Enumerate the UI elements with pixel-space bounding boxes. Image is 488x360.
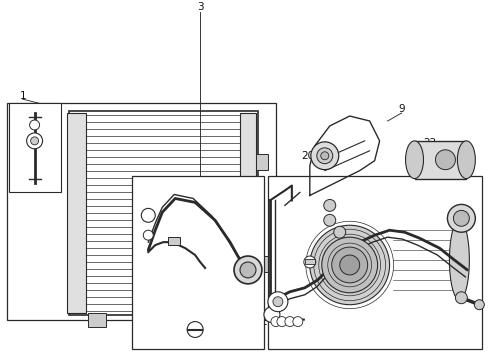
Text: 11: 11	[261, 312, 275, 327]
Bar	[414, 141, 466, 179]
Circle shape	[320, 152, 328, 160]
Text: 9: 9	[397, 104, 404, 114]
Circle shape	[321, 237, 377, 293]
Bar	[304, 259, 314, 264]
Text: 2: 2	[11, 141, 25, 151]
Circle shape	[473, 300, 483, 310]
Circle shape	[264, 307, 279, 323]
Circle shape	[454, 292, 467, 304]
Circle shape	[292, 316, 302, 327]
Bar	[7, 103, 275, 320]
Circle shape	[297, 213, 401, 316]
Circle shape	[240, 262, 255, 278]
Circle shape	[31, 137, 39, 145]
Text: 22: 22	[422, 138, 435, 148]
Circle shape	[309, 225, 389, 305]
Circle shape	[323, 199, 335, 211]
Bar	[267, 176, 481, 349]
Circle shape	[331, 247, 367, 283]
Bar	[168, 237, 180, 245]
Text: 5: 5	[247, 245, 255, 259]
Text: 14: 14	[330, 207, 344, 221]
Bar	[9, 103, 61, 193]
Text: 7: 7	[248, 190, 264, 201]
Circle shape	[187, 321, 203, 337]
Text: 15: 15	[293, 203, 325, 218]
Ellipse shape	[456, 141, 474, 179]
Bar	[220, 312, 238, 327]
Circle shape	[452, 210, 468, 226]
Circle shape	[270, 316, 280, 327]
Bar	[240, 113, 255, 312]
Text: 13: 13	[287, 263, 304, 273]
Text: 17: 17	[321, 307, 336, 323]
Text: 1: 1	[20, 91, 26, 101]
Circle shape	[26, 133, 42, 149]
Text: 21: 21	[291, 215, 309, 235]
Text: 4: 4	[133, 213, 144, 223]
Text: 20: 20	[301, 151, 318, 161]
Text: 18: 18	[467, 309, 480, 323]
Circle shape	[141, 208, 155, 222]
Text: 10: 10	[463, 235, 480, 257]
Bar	[88, 312, 106, 327]
Bar	[389, 220, 458, 300]
Circle shape	[333, 226, 345, 238]
Bar	[255, 256, 267, 272]
Circle shape	[435, 150, 454, 170]
Ellipse shape	[405, 141, 423, 179]
Text: 15: 15	[293, 188, 325, 204]
Circle shape	[316, 148, 332, 164]
Text: 19: 19	[350, 216, 364, 235]
Circle shape	[323, 214, 335, 226]
Circle shape	[303, 256, 315, 268]
Text: 8: 8	[248, 220, 264, 230]
Circle shape	[272, 297, 283, 307]
Circle shape	[234, 256, 262, 284]
Bar	[255, 154, 267, 170]
Circle shape	[143, 230, 153, 240]
Bar	[132, 176, 264, 349]
Circle shape	[339, 255, 359, 275]
Circle shape	[310, 142, 338, 170]
Circle shape	[267, 292, 287, 312]
Circle shape	[30, 120, 40, 130]
Circle shape	[447, 204, 474, 232]
Bar	[66, 113, 86, 312]
Text: 16: 16	[401, 282, 417, 293]
Bar	[68, 111, 258, 315]
Text: 3: 3	[196, 2, 203, 12]
Ellipse shape	[448, 220, 468, 300]
Text: 12: 12	[464, 195, 480, 208]
Text: 6: 6	[188, 333, 195, 346]
Circle shape	[285, 316, 294, 327]
Circle shape	[276, 316, 286, 327]
